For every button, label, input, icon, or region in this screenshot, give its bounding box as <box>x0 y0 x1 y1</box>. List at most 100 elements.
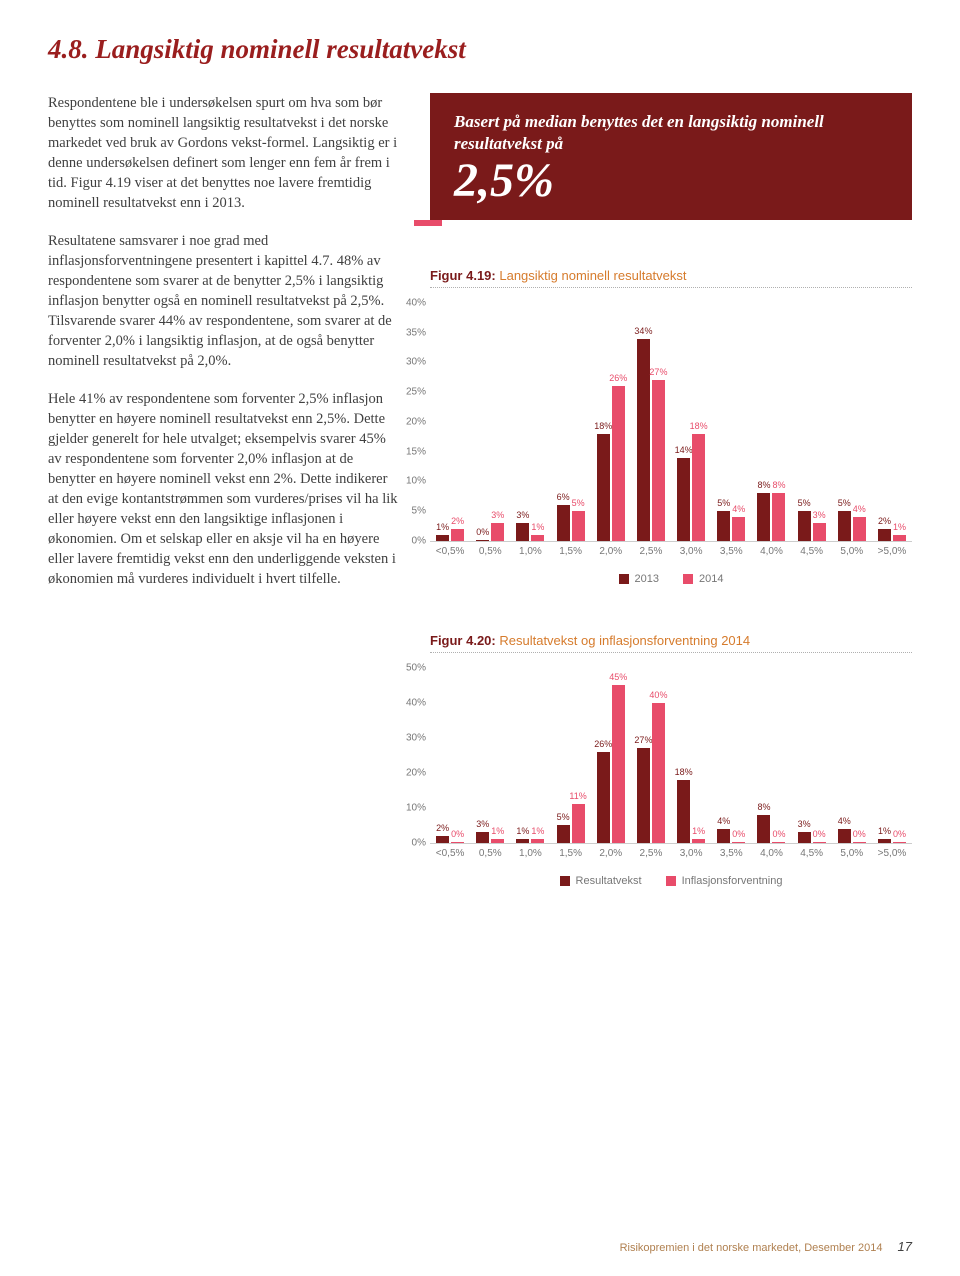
bar: 2% <box>878 529 891 541</box>
bar-value-label: 0% <box>451 829 464 839</box>
bar-value-label: 4% <box>838 816 851 826</box>
legend-swatch <box>619 574 629 584</box>
bar-value-label: 2% <box>878 516 891 526</box>
bar: 14% <box>677 458 690 541</box>
bar-value-label: 45% <box>609 672 627 682</box>
bar-value-label: 3% <box>476 819 489 829</box>
bar-group: 5%4% <box>832 304 872 541</box>
bar-value-label: 0% <box>853 829 866 839</box>
bar-value-label: 1% <box>531 826 544 836</box>
bar: 0% <box>893 842 906 843</box>
legend-label: Inflasjonsforventning <box>682 875 783 887</box>
bar-value-label: 18% <box>594 421 612 431</box>
x-axis-label: 0,5% <box>470 844 510 859</box>
bar-value-label: 8% <box>772 480 785 490</box>
bar: 3% <box>813 523 826 541</box>
x-axis-label: >5,0% <box>872 844 912 859</box>
bar-value-label: 1% <box>516 826 529 836</box>
figure-divider <box>430 652 912 653</box>
y-axis-label: 10% <box>400 476 426 487</box>
bar-group: 1%0% <box>872 669 912 843</box>
bar-value-label: 18% <box>690 421 708 431</box>
bars-row: 1%2%0%3%3%1%6%5%18%26%34%27%14%18%5%4%8%… <box>430 304 912 541</box>
paragraph-1: Respondentene ble i undersøkelsen spurt … <box>48 93 398 213</box>
bar-value-label: 34% <box>634 326 652 336</box>
figure-19-title: Figur 4.19: Langsiktig nominell resultat… <box>430 268 912 283</box>
chart-plot-area: 0%5%10%15%20%25%30%35%40%1%2%0%3%3%1%6%5… <box>430 304 912 542</box>
bar-value-label: 11% <box>569 791 586 801</box>
legend-label: 2013 <box>635 573 659 585</box>
bar-value-label: 4% <box>732 504 745 514</box>
bar: 8% <box>757 815 770 843</box>
bar-group: 5%4% <box>711 304 751 541</box>
bar: 1% <box>491 839 504 843</box>
chart-legend: ResultatvekstInflasjonsforventning <box>430 875 912 887</box>
bar: 0% <box>853 842 866 843</box>
x-axis-label: 1,0% <box>510 844 550 859</box>
bar-group: 5% 11% <box>551 669 591 843</box>
paragraph-2: Resultatene samsvarer i noe grad med inf… <box>48 231 398 371</box>
x-axis-label: 1,0% <box>510 542 550 557</box>
bar-group: 6%5% <box>551 304 591 541</box>
callout-lead-text: Basert på median benyttes det en langsik… <box>454 111 888 155</box>
x-axis-label: 5,0% <box>832 844 872 859</box>
figure-20-title: Figur 4.20: Resultatvekst og inflasjonsf… <box>430 633 912 648</box>
bar-group: 4%0% <box>832 669 872 843</box>
x-axis-label: 1,5% <box>551 542 591 557</box>
bar: 1% <box>531 535 544 541</box>
bar-value-label: 3% <box>491 510 504 520</box>
bars-row: 2%0%3%1%1%1%5%11%26%45%27%40%18%1%4%0%8%… <box>430 669 912 843</box>
chart-plot-area: 0%10%20%30%40%50%2%0%3%1%1%1%5%11%26%45%… <box>430 669 912 844</box>
bar-value-label: 8% <box>757 480 770 490</box>
x-axis-label: 4,0% <box>751 844 791 859</box>
bar: 1% <box>436 535 449 541</box>
x-axis: <0,5%0,5%1,0%1,5%2,0%2,5%3,0%3,5%4,0%4,5… <box>430 844 912 859</box>
legend-swatch <box>683 574 693 584</box>
paragraph-3: Hele 41% av respondentene som forventer … <box>48 389 398 589</box>
bar: 1% <box>531 839 544 843</box>
bar-value-label: 27% <box>649 367 667 377</box>
x-axis-label: <0,5% <box>430 844 470 859</box>
bar: 27% <box>637 748 650 843</box>
bar: 5% <box>557 825 570 843</box>
bar-value-label: 0% <box>732 829 745 839</box>
bar: 3% <box>516 523 529 541</box>
bar: 2% <box>436 836 449 843</box>
legend-item: 2014 <box>683 573 723 585</box>
y-axis-label: 20% <box>400 416 426 427</box>
x-axis-label: 3,0% <box>671 542 711 557</box>
bar-value-label: 40% <box>649 690 667 700</box>
bar-group: 2%0% <box>430 669 470 843</box>
section-heading: 4.8. Langsiktig nominell resultatvekst <box>48 34 912 65</box>
bar-value-label: 5% <box>557 812 570 822</box>
figure-20-number: Figur 4.20: <box>430 633 496 648</box>
x-axis-label: 4,5% <box>792 542 832 557</box>
bar-value-label: 3% <box>798 819 811 829</box>
two-column-layout: Respondentene ble i undersøkelsen spurt … <box>48 93 912 887</box>
y-axis-label: 5% <box>400 506 426 517</box>
bar: 0% <box>732 842 745 843</box>
bar-group: 3%0% <box>792 669 832 843</box>
bar-value-label: 2% <box>451 516 464 526</box>
bar-group: 26%45% <box>591 669 631 843</box>
bar: 6% <box>557 505 570 541</box>
page-footer: Risikopremien i det norske markedet, Des… <box>620 1239 912 1254</box>
bar-value-label: 27% <box>634 735 652 745</box>
bar: 1% <box>878 839 891 843</box>
figure-19-number: Figur 4.19: <box>430 268 496 283</box>
bar: 3% <box>798 832 811 843</box>
x-axis: <0,5%0,5%1,0%1,5%2,0%2,5%3,0%3,5%4,0%4,5… <box>430 542 912 557</box>
bar-group: 3%1% <box>510 304 550 541</box>
bar: 8% <box>772 493 785 541</box>
bar: 4% <box>853 517 866 541</box>
figure-20-caption: Resultatvekst og inflasjonsforventning 2… <box>496 633 750 648</box>
bar: 26% <box>612 386 625 541</box>
bar-group: 2%1% <box>872 304 912 541</box>
legend-item: Inflasjonsforventning <box>666 875 783 887</box>
bar-group: 4%0% <box>711 669 751 843</box>
bar: 18% <box>692 434 705 541</box>
callout-tab-accent <box>414 220 442 226</box>
bar-group: 8%8% <box>751 304 791 541</box>
y-axis-label: 15% <box>400 446 426 457</box>
bar: 3% <box>491 523 504 541</box>
